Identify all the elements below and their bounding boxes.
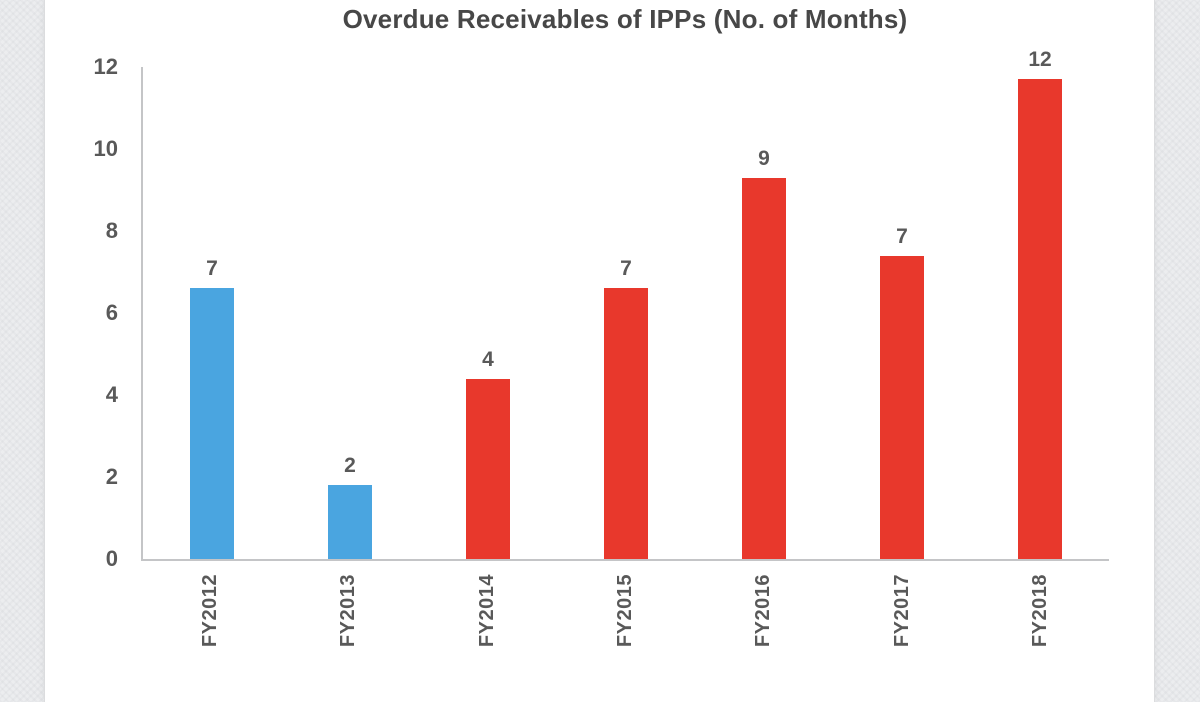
y-tick-label-2: 2 xyxy=(105,464,118,489)
y-tick-label-8: 8 xyxy=(105,218,118,243)
document-panel: Overdue Receivables of IPPs (No. of Mont… xyxy=(44,0,1155,702)
bar-value-label: 7 xyxy=(896,224,908,248)
bar-FY2018 xyxy=(1018,79,1062,559)
y-tick-label-12: 12 xyxy=(93,54,118,79)
bar-value-label: 7 xyxy=(206,257,218,281)
bar-FY2015 xyxy=(604,288,648,559)
y-tick-label-10: 10 xyxy=(93,136,118,161)
bar-value-label: 4 xyxy=(482,347,494,371)
x-axis-label-FY2015: FY2015 xyxy=(614,574,636,648)
bar-slot-FY2015: 7 xyxy=(557,67,695,559)
bar-slot-FY2018: 12 xyxy=(971,48,1109,559)
y-tick-label-4: 4 xyxy=(105,382,118,407)
bar-FY2017 xyxy=(880,255,924,559)
bar-slot-FY2013: 2 xyxy=(281,67,419,559)
bar-value-label: 9 xyxy=(758,146,770,170)
bar-slot-FY2016: 9 xyxy=(695,67,833,559)
chart-title: Overdue Receivables of IPPs (No. of Mont… xyxy=(342,4,908,34)
bar-value-label: 12 xyxy=(1028,48,1052,72)
bar-value-label: 2 xyxy=(344,454,356,478)
x-axis-label-FY2018: FY2018 xyxy=(1028,574,1051,648)
bar-FY2016 xyxy=(742,177,786,559)
bar-FY2013 xyxy=(328,485,372,559)
bar-slot-FY2014: 4 xyxy=(419,67,557,559)
bar-FY2014 xyxy=(466,378,510,559)
bar-value-label: 7 xyxy=(620,257,632,281)
y-tick-label-0: 0 xyxy=(105,546,118,571)
plot-area: 7 2 4 7 9 7 12 xyxy=(141,48,1109,561)
x-axis-label-FY2016: FY2016 xyxy=(752,574,775,648)
y-axis: 0 2 4 6 8 10 12 xyxy=(45,0,118,702)
bar-FY2012 xyxy=(190,288,234,559)
x-axis-label-FY2012: FY2012 xyxy=(199,574,222,648)
x-axis-label-FY2017: FY2017 xyxy=(890,574,913,648)
x-axis-label-FY2014: FY2014 xyxy=(475,574,498,648)
x-axis: FY2012 FY2013 FY2014 FY2015 FY2016 FY2017 FY20… xyxy=(141,574,1109,674)
bar-slot-FY2012: 7 xyxy=(143,67,281,559)
bar-slot-FY2017: 7 xyxy=(833,67,971,559)
y-tick-label-6: 6 xyxy=(105,300,118,325)
x-axis-label-FY2013: FY2013 xyxy=(337,574,360,648)
